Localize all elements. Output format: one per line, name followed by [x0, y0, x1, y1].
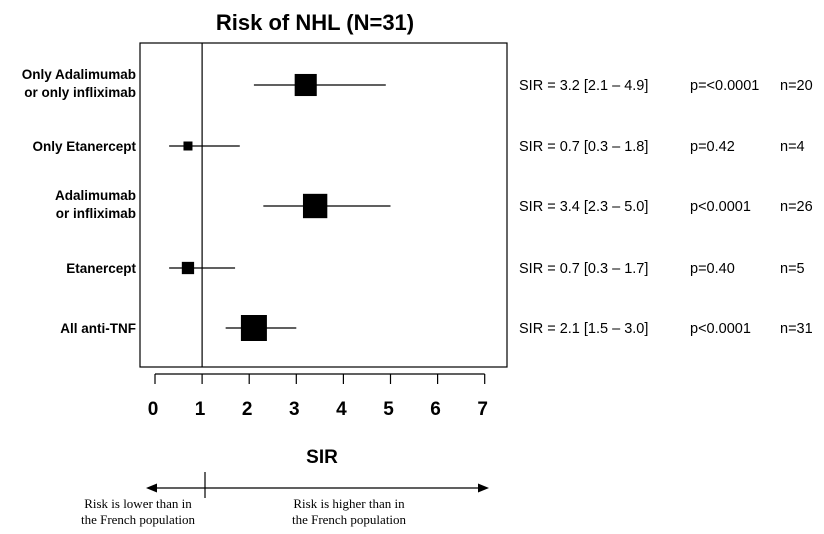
x-tick-label: 1	[195, 399, 206, 420]
forest-row: Etanercept SIR = 0.7 [0.3 – 1.7] p=0.40 n=5	[66, 261, 804, 277]
point-estimate	[181, 261, 195, 275]
risk-higher-caption: Risk is higher than in	[293, 496, 405, 511]
x-tick-label: 5	[383, 399, 394, 420]
p-value-text: p<0.0001	[690, 321, 751, 337]
sir-text: SIR = 3.2 [2.1 – 4.9]	[519, 78, 648, 94]
row-label: Only Etanercept	[32, 139, 136, 154]
row-label: or only infliximab	[24, 85, 136, 100]
p-value-text: p=<0.0001	[690, 78, 759, 94]
arrow-left-icon	[146, 483, 157, 493]
p-value-text: p=0.42	[690, 139, 735, 155]
forest-rows: Only Adalimumab or only infliximab SIR = 3…	[22, 67, 813, 341]
row-label: Etanercept	[66, 261, 136, 276]
row-label: or infliximab	[56, 206, 136, 221]
sir-text: SIR = 3.4 [2.3 – 5.0]	[519, 199, 648, 215]
row-label: Adalimumab	[55, 188, 136, 203]
n-text: n=31	[780, 321, 813, 337]
x-tick-label: 7	[477, 399, 488, 420]
n-text: n=4	[780, 139, 805, 155]
forest-row: Adalimumab or infliximab SIR = 3.4 [2.3 – …	[55, 188, 813, 221]
x-tick-label: 4	[336, 399, 347, 420]
point-estimate	[183, 141, 193, 151]
n-text: n=20	[780, 78, 813, 94]
point-estimate	[302, 193, 328, 219]
row-label: Only Adalimumab	[22, 67, 136, 82]
sir-text: SIR = 0.7 [0.3 – 1.7]	[519, 261, 648, 277]
arrow-right-icon	[478, 483, 489, 493]
x-tick-label: 0	[148, 399, 159, 420]
p-value-text: p<0.0001	[690, 199, 751, 215]
forest-row: All anti-TNF SIR = 2.1 [1.5 – 3.0] p<0.000…	[60, 315, 813, 341]
chart-title: Risk of NHL (N=31)	[216, 10, 414, 35]
risk-lower-caption: the French population	[81, 512, 196, 527]
x-tick-label: 3	[289, 399, 300, 420]
x-axis: 0 1 2 3 4 5 6 7	[148, 43, 488, 420]
sir-text: SIR = 0.7 [0.3 – 1.8]	[519, 139, 648, 155]
p-value-text: p=0.40	[690, 261, 735, 277]
n-text: n=5	[780, 261, 805, 277]
forest-row: Only Etanercept SIR = 0.7 [0.3 – 1.8] p=0.…	[32, 139, 804, 155]
risk-lower-caption: Risk is lower than in	[84, 496, 192, 511]
x-axis-label: SIR	[306, 447, 338, 468]
plot-frame	[139, 42, 508, 368]
point-estimate	[294, 73, 317, 97]
point-estimate	[240, 315, 267, 341]
row-label: All anti-TNF	[60, 321, 136, 336]
forest-row: Only Adalimumab or only infliximab SIR = 3…	[22, 67, 813, 100]
x-tick-label: 2	[242, 399, 253, 420]
sir-text: SIR = 2.1 [1.5 – 3.0]	[519, 321, 648, 337]
risk-higher-caption: the French population	[292, 512, 407, 527]
x-tick-label: 6	[430, 399, 441, 420]
n-text: n=26	[780, 199, 813, 215]
